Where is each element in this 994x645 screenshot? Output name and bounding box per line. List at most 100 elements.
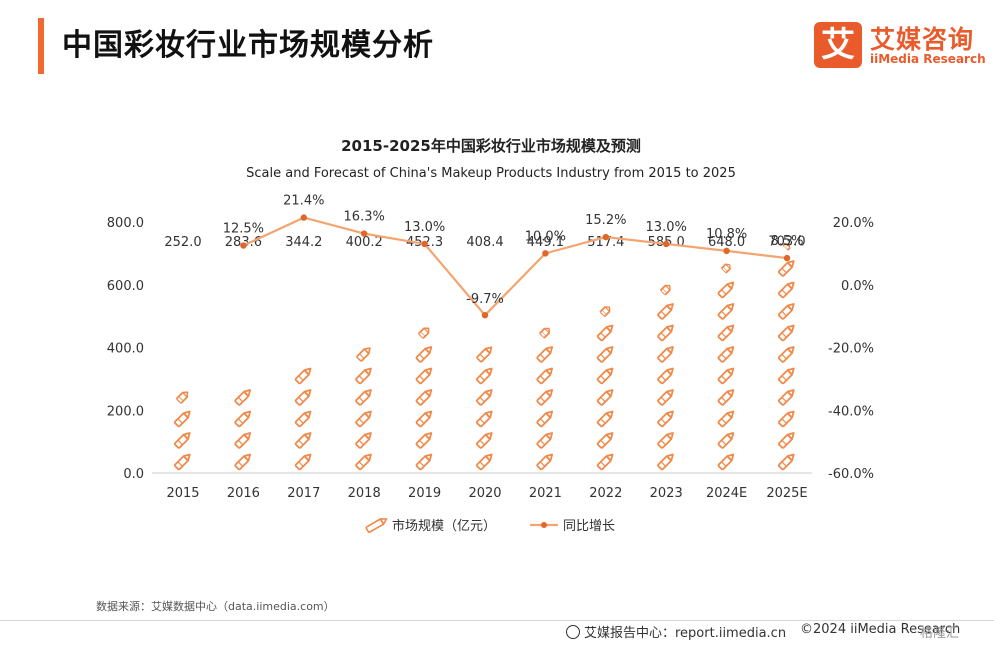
legend-bar-swatch — [365, 518, 388, 533]
crayon-band — [419, 440, 425, 446]
crayon-tip — [604, 306, 611, 313]
crayon-icon — [176, 391, 189, 404]
crayon-icon — [234, 432, 252, 449]
crayon-band — [238, 461, 244, 467]
crayon-tip — [786, 453, 795, 462]
crayon-icon — [355, 410, 372, 428]
crayon-band — [662, 288, 668, 294]
data-source-note: 数据来源：艾媒数据中心（data.iimedia.com） — [96, 600, 335, 613]
crayon-band — [177, 461, 183, 467]
crayon-band — [784, 244, 789, 250]
crayon-tip — [786, 410, 795, 419]
growth-line — [242, 216, 788, 317]
legend-crayon-tip — [379, 518, 388, 526]
crayon-icon — [475, 453, 493, 471]
crayon-icon — [173, 453, 191, 471]
logo-mark: 艾 — [814, 22, 862, 68]
footer-report-link[interactable]: 艾媒报告中心：report.iimedia.cn — [566, 622, 786, 641]
crayon-tip — [724, 263, 731, 270]
crayon-band — [540, 397, 546, 403]
crayon-band — [721, 289, 727, 295]
crayon-icon — [415, 346, 433, 363]
crayon-tip — [182, 453, 191, 462]
crayon-icon — [657, 324, 674, 342]
crayon-tip — [243, 432, 252, 441]
crayon-tip — [424, 410, 433, 419]
crayon-tip — [726, 389, 735, 398]
crayon-band — [358, 440, 364, 446]
crayon-tip — [243, 410, 252, 419]
x-axis-tick-label: 2018 — [348, 486, 381, 501]
bar-value-labels: 252.0283.6344.2400.2452.3408.4449.1517.4… — [164, 234, 805, 250]
left-axis-tick-label: 800.0 — [107, 216, 144, 231]
crayon-band — [298, 418, 304, 424]
crayon-tip — [786, 281, 795, 290]
crayon-tip — [424, 453, 433, 462]
crayon-tip — [545, 367, 554, 376]
crayon-icon — [475, 389, 493, 406]
crayon-band — [358, 418, 364, 424]
crayon-icon — [173, 410, 191, 428]
crayon-tip — [484, 410, 493, 419]
crayon-icon — [717, 410, 735, 428]
crayon-tip — [605, 453, 614, 462]
growth-line-series: 12.5% 21.4% 16.3% 13.0% -9.7% 10.0% 15.2% 13.0%… — [223, 194, 804, 319]
crayon-icon — [294, 432, 312, 449]
x-axis-tick-label: 2023 — [650, 486, 683, 501]
crayon-band — [600, 375, 606, 381]
x-axis-tick-label: 2021 — [529, 486, 562, 501]
crayon-band — [479, 397, 485, 403]
crayon-icon — [777, 367, 795, 385]
right-axis-tick-label: -20.0% — [828, 342, 874, 357]
crayon-tip — [545, 346, 554, 355]
crayon-tip — [545, 410, 554, 419]
crayon-band — [660, 418, 666, 424]
crayon-icon — [717, 324, 735, 342]
crayon-band — [721, 440, 727, 446]
crayon-icon — [536, 389, 554, 406]
crayon-tip — [182, 410, 191, 419]
left-axis-tick-label: 200.0 — [107, 404, 144, 419]
left-axis-tick-label: 0.0 — [123, 467, 144, 482]
crayon-tip — [484, 389, 493, 398]
crayon-band — [660, 332, 666, 338]
bar-value-label: 344.2 — [285, 235, 322, 250]
crayon-icon — [415, 389, 433, 406]
crayon-icon — [536, 346, 554, 363]
crayon-band — [781, 418, 787, 424]
crayon-band — [721, 461, 727, 467]
crayon-band — [600, 461, 606, 467]
crayon-tip — [665, 432, 674, 441]
crayon-band — [660, 375, 666, 381]
bar-value-label: 648.0 — [708, 235, 745, 250]
crayon-band — [660, 311, 666, 317]
crayon-icon — [717, 389, 735, 406]
x-axis-tick-label: 2019 — [408, 486, 441, 501]
legend-bar-label: 市场规模（亿元） — [392, 518, 496, 534]
crayon-tip — [182, 432, 191, 441]
crayon-icon — [475, 367, 493, 385]
crayon-icon — [234, 453, 252, 471]
crayon-icon — [415, 432, 433, 449]
growth-value-label: 15.2% — [585, 213, 626, 228]
x-axis-tick-label: 2024E — [706, 486, 747, 501]
crayon-band — [238, 440, 244, 446]
bar-value-label: 408.4 — [466, 235, 503, 250]
crayon-tip — [726, 303, 735, 312]
crayon-tip — [303, 410, 312, 419]
crayon-band — [540, 461, 546, 467]
growth-value-label: 21.4% — [283, 194, 324, 209]
crayon-icon — [415, 367, 433, 385]
crayon-icon — [355, 389, 372, 406]
crayon-band — [178, 396, 184, 402]
crayon-tip — [303, 432, 312, 441]
crayon-tip — [484, 367, 493, 376]
growth-point — [602, 233, 609, 241]
crayon-icon — [777, 389, 795, 406]
crayon-tip — [605, 410, 614, 419]
crayon-tip — [543, 327, 550, 334]
crayon-tip — [545, 432, 554, 441]
crayon-tip — [726, 281, 735, 290]
x-axis-tick-label: 2022 — [589, 486, 622, 501]
crayon-band — [721, 397, 727, 403]
